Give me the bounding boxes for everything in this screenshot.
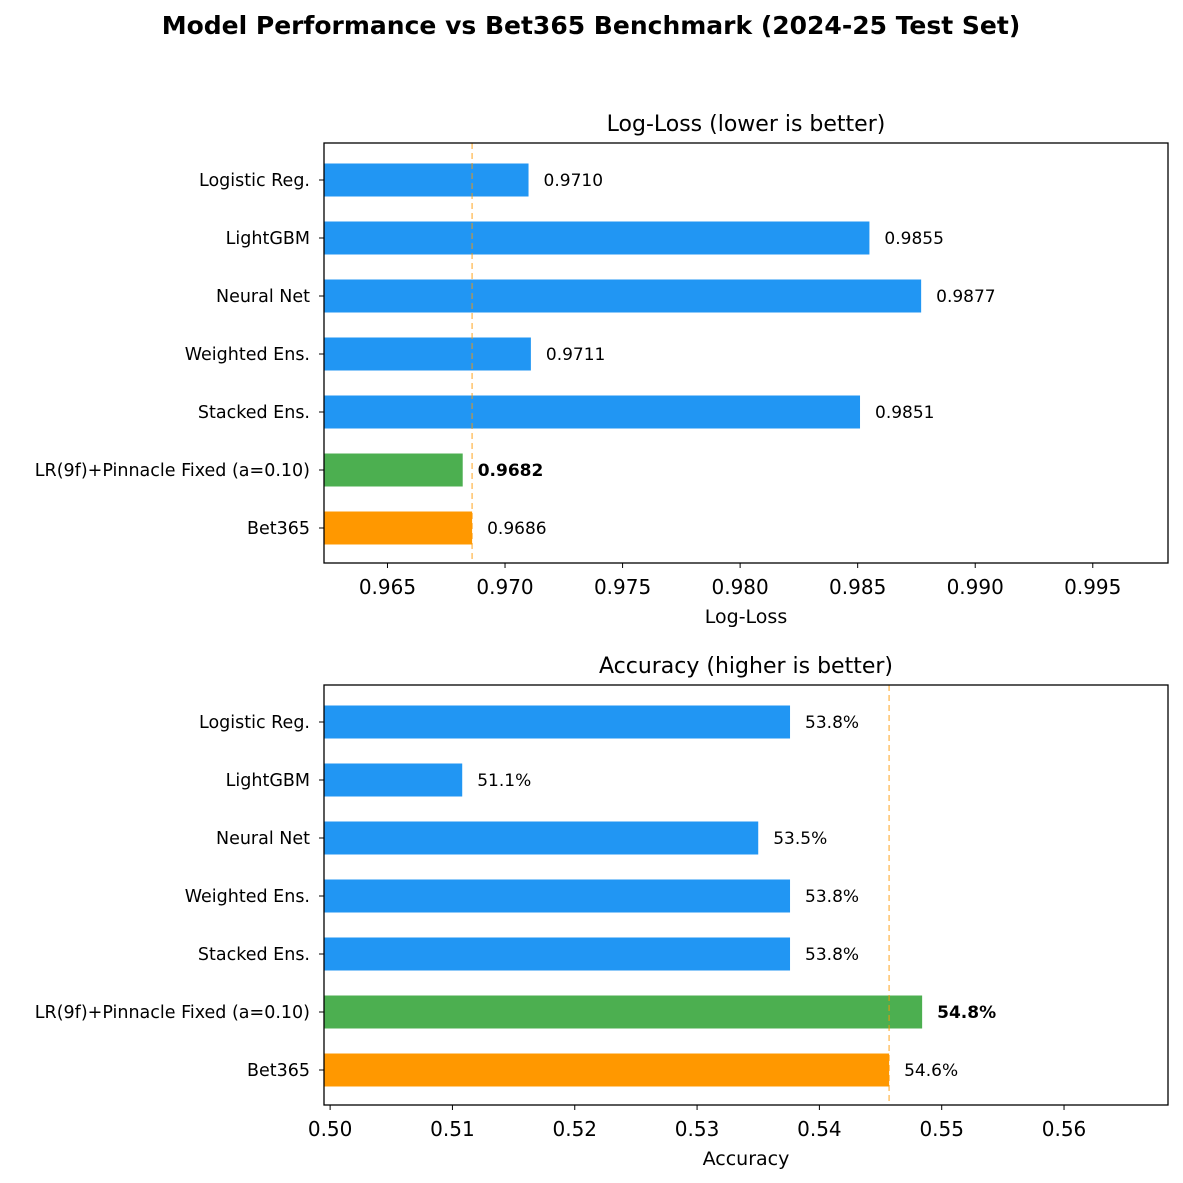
figure-title: Model Performance vs Bet365 Benchmark (2… <box>162 11 1021 40</box>
accuracy-bar-1 <box>324 763 463 797</box>
logloss-xtick-label-4: 0.985 <box>829 575 886 599</box>
logloss-value-label-0: 0.9710 <box>544 171 603 191</box>
accuracy-axes-frame <box>323 684 1169 1106</box>
accuracy-value-label-2: 53.5% <box>773 829 827 849</box>
accuracy-ytick-label-3: Weighted Ens. <box>185 887 310 907</box>
accuracy-bar-4 <box>324 937 791 971</box>
accuracy-x-axis-label: Accuracy <box>703 1148 790 1170</box>
logloss-ytick-label-2: Neural Net <box>216 287 310 307</box>
logloss-value-label-3: 0.9711 <box>546 345 605 365</box>
accuracy-value-label-6: 54.6% <box>904 1061 958 1081</box>
accuracy-ytick-label-5: LR(9f)+Pinnacle Fixed (a=0.10) <box>35 1003 310 1023</box>
accuracy-ytick-label-4: Stacked Ens. <box>198 945 310 965</box>
accuracy-xtick-label-6: 0.56 <box>1042 1117 1087 1141</box>
accuracy-bar-0 <box>324 705 791 739</box>
accuracy-xtick-label-5: 0.55 <box>919 1117 964 1141</box>
accuracy-bar-5 <box>324 995 923 1029</box>
logloss-value-label-5: 0.9682 <box>478 461 544 481</box>
logloss-x-axis-label: Log-Loss <box>705 606 787 628</box>
accuracy-xtick-label-4: 0.54 <box>797 1117 842 1141</box>
logloss-bar-5 <box>324 453 463 487</box>
accuracy-value-label-5: 54.8% <box>937 1003 996 1023</box>
logloss-xtick-label-6: 0.995 <box>1064 575 1121 599</box>
logloss-xtick-label-2: 0.975 <box>594 575 651 599</box>
logloss-xtick-label-0: 0.965 <box>359 575 416 599</box>
accuracy-xtick-label-2: 0.52 <box>552 1117 597 1141</box>
logloss-ytick-label-1: LightGBM <box>226 229 310 249</box>
accuracy-bar-6 <box>324 1053 890 1087</box>
logloss-ytick-label-0: Logistic Reg. <box>199 171 310 191</box>
logloss-ytick-label-4: Stacked Ens. <box>198 403 310 423</box>
accuracy-value-label-0: 53.8% <box>805 713 859 733</box>
accuracy-panel-title: Accuracy (higher is better) <box>599 654 893 679</box>
logloss-value-label-6: 0.9686 <box>487 519 546 539</box>
accuracy-bar-2 <box>324 821 759 855</box>
logloss-value-label-2: 0.9877 <box>936 287 995 307</box>
logloss-bar-6 <box>324 511 473 545</box>
logloss-value-label-4: 0.9851 <box>875 403 934 423</box>
accuracy-ytick-label-1: LightGBM <box>226 771 310 791</box>
logloss-bar-3 <box>324 337 531 371</box>
accuracy-ytick-label-0: Logistic Reg. <box>199 713 310 733</box>
accuracy-value-label-3: 53.8% <box>805 887 859 907</box>
accuracy-panel: 53.8% Logistic Reg. 51.1% LightGBM 53.5% Neur… <box>35 654 1169 1170</box>
logloss-ytick-label-3: Weighted Ens. <box>185 345 310 365</box>
logloss-bar-2 <box>324 279 922 313</box>
accuracy-xtick-label-1: 0.51 <box>430 1117 475 1141</box>
logloss-ytick-label-6: Bet365 <box>247 519 310 539</box>
logloss-bar-4 <box>324 395 861 429</box>
accuracy-ytick-label-6: Bet365 <box>247 1061 310 1081</box>
accuracy-xtick-label-3: 0.53 <box>675 1117 720 1141</box>
logloss-xtick-label-1: 0.970 <box>476 575 533 599</box>
logloss-xtick-label-5: 0.990 <box>947 575 1004 599</box>
logloss-bar-1 <box>324 221 870 255</box>
accuracy-value-label-4: 53.8% <box>805 945 859 965</box>
logloss-bar-0 <box>324 163 529 197</box>
logloss-panel: 0.9710 Logistic Reg. 0.9855 LightGBM 0.9877 N… <box>35 112 1169 628</box>
accuracy-bar-3 <box>324 879 791 913</box>
accuracy-xtick-label-0: 0.50 <box>308 1117 353 1141</box>
logloss-panel-title: Log-Loss (lower is better) <box>607 112 886 137</box>
logloss-ytick-label-5: LR(9f)+Pinnacle Fixed (a=0.10) <box>35 461 310 481</box>
logloss-value-label-1: 0.9855 <box>884 229 943 249</box>
accuracy-value-label-1: 51.1% <box>477 771 531 791</box>
logloss-xtick-label-3: 0.980 <box>711 575 768 599</box>
accuracy-ytick-label-2: Neural Net <box>216 829 310 849</box>
logloss-axes-frame <box>323 142 1169 564</box>
